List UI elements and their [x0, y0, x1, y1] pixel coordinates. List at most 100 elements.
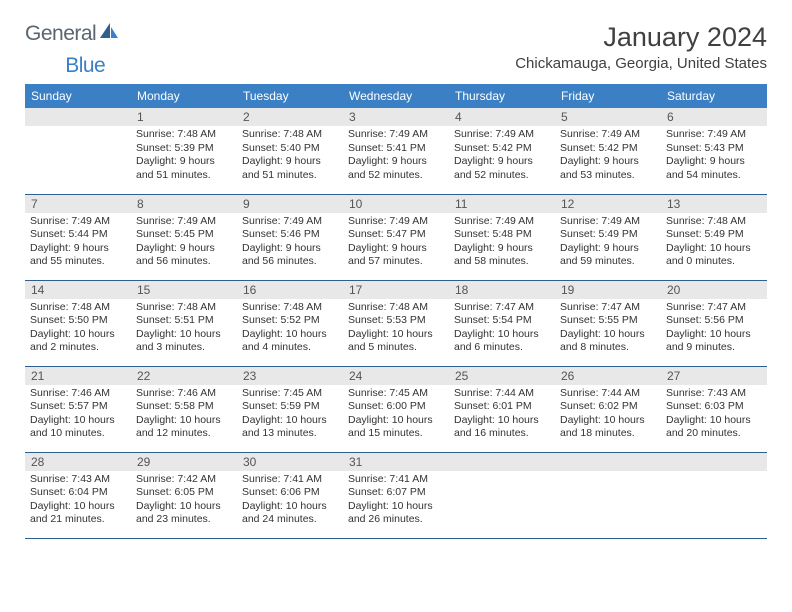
day-detail-line: Sunset: 5:44 PM — [30, 228, 126, 242]
calendar-day-cell: 28Sunrise: 7:43 AMSunset: 6:04 PMDayligh… — [25, 452, 131, 538]
calendar-day-cell: 5Sunrise: 7:49 AMSunset: 5:42 PMDaylight… — [555, 108, 661, 194]
day-detail-line: Sunrise: 7:48 AM — [348, 301, 444, 315]
day-detail-line: Sunset: 5:42 PM — [454, 142, 550, 156]
day-detail-line: Daylight: 10 hours and 10 minutes. — [30, 414, 126, 441]
day-detail-line: Daylight: 10 hours and 0 minutes. — [666, 242, 762, 269]
day-details: Sunrise: 7:47 AMSunset: 5:54 PMDaylight:… — [449, 299, 555, 361]
logo: General — [25, 22, 120, 46]
day-details: Sunrise: 7:49 AMSunset: 5:47 PMDaylight:… — [343, 213, 449, 275]
day-number: 29 — [131, 453, 237, 471]
day-detail-line: Daylight: 9 hours and 53 minutes. — [560, 155, 656, 182]
day-number: 19 — [555, 281, 661, 299]
day-details: Sunrise: 7:48 AMSunset: 5:53 PMDaylight:… — [343, 299, 449, 361]
day-detail-line: Sunrise: 7:47 AM — [454, 301, 550, 315]
day-detail-line: Sunrise: 7:49 AM — [454, 128, 550, 142]
calendar-day-cell: 4Sunrise: 7:49 AMSunset: 5:42 PMDaylight… — [449, 108, 555, 194]
day-detail-line: Sunrise: 7:48 AM — [30, 301, 126, 315]
calendar-day-cell: 19Sunrise: 7:47 AMSunset: 5:55 PMDayligh… — [555, 280, 661, 366]
day-detail-line: Daylight: 10 hours and 13 minutes. — [242, 414, 338, 441]
day-detail-line: Sunset: 5:52 PM — [242, 314, 338, 328]
day-details: Sunrise: 7:43 AMSunset: 6:04 PMDaylight:… — [25, 471, 131, 533]
day-details: Sunrise: 7:49 AMSunset: 5:41 PMDaylight:… — [343, 126, 449, 188]
day-number: 31 — [343, 453, 449, 471]
day-detail-line: Sunrise: 7:44 AM — [560, 387, 656, 401]
day-detail-line: Sunrise: 7:47 AM — [560, 301, 656, 315]
day-detail-line: Sunrise: 7:49 AM — [136, 215, 232, 229]
day-detail-line: Daylight: 10 hours and 20 minutes. — [666, 414, 762, 441]
day-details: Sunrise: 7:49 AMSunset: 5:42 PMDaylight:… — [555, 126, 661, 188]
weekday-header: Tuesday — [237, 84, 343, 108]
day-details: Sunrise: 7:49 AMSunset: 5:49 PMDaylight:… — [555, 213, 661, 275]
day-detail-line: Daylight: 9 hours and 58 minutes. — [454, 242, 550, 269]
weekday-header: Sunday — [25, 84, 131, 108]
day-detail-line: Daylight: 10 hours and 23 minutes. — [136, 500, 232, 527]
calendar-day-cell: 13Sunrise: 7:48 AMSunset: 5:49 PMDayligh… — [661, 194, 767, 280]
day-number — [25, 108, 131, 126]
day-number: 28 — [25, 453, 131, 471]
day-details: Sunrise: 7:49 AMSunset: 5:48 PMDaylight:… — [449, 213, 555, 275]
day-detail-line: Sunset: 6:02 PM — [560, 400, 656, 414]
day-number: 20 — [661, 281, 767, 299]
day-details: Sunrise: 7:48 AMSunset: 5:39 PMDaylight:… — [131, 126, 237, 188]
day-detail-line: Sunset: 6:01 PM — [454, 400, 550, 414]
day-number: 2 — [237, 108, 343, 126]
day-detail-line: Sunrise: 7:43 AM — [30, 473, 126, 487]
calendar-day-cell: 18Sunrise: 7:47 AMSunset: 5:54 PMDayligh… — [449, 280, 555, 366]
calendar-week-row: 28Sunrise: 7:43 AMSunset: 6:04 PMDayligh… — [25, 452, 767, 538]
day-detail-line: Daylight: 10 hours and 16 minutes. — [454, 414, 550, 441]
day-detail-line: Sunrise: 7:48 AM — [242, 128, 338, 142]
day-detail-line: Sunrise: 7:47 AM — [666, 301, 762, 315]
day-details: Sunrise: 7:44 AMSunset: 6:02 PMDaylight:… — [555, 385, 661, 447]
day-detail-line: Sunrise: 7:46 AM — [30, 387, 126, 401]
day-details: Sunrise: 7:45 AMSunset: 5:59 PMDaylight:… — [237, 385, 343, 447]
day-detail-line: Sunrise: 7:49 AM — [560, 215, 656, 229]
day-details: Sunrise: 7:41 AMSunset: 6:07 PMDaylight:… — [343, 471, 449, 533]
day-detail-line: Sunset: 6:03 PM — [666, 400, 762, 414]
day-detail-line: Sunrise: 7:49 AM — [454, 215, 550, 229]
day-details: Sunrise: 7:49 AMSunset: 5:43 PMDaylight:… — [661, 126, 767, 188]
day-details: Sunrise: 7:48 AMSunset: 5:50 PMDaylight:… — [25, 299, 131, 361]
calendar-week-row: 14Sunrise: 7:48 AMSunset: 5:50 PMDayligh… — [25, 280, 767, 366]
day-detail-line: Daylight: 10 hours and 21 minutes. — [30, 500, 126, 527]
day-detail-line: Sunset: 5:43 PM — [666, 142, 762, 156]
day-number — [449, 453, 555, 471]
day-detail-line: Sunrise: 7:49 AM — [348, 215, 444, 229]
day-detail-line: Sunset: 6:05 PM — [136, 486, 232, 500]
day-detail-line: Sunrise: 7:41 AM — [242, 473, 338, 487]
day-detail-line: Sunset: 5:39 PM — [136, 142, 232, 156]
day-detail-line: Daylight: 9 hours and 55 minutes. — [30, 242, 126, 269]
day-number: 9 — [237, 195, 343, 213]
day-detail-line: Sunset: 5:57 PM — [30, 400, 126, 414]
day-detail-line: Sunset: 6:07 PM — [348, 486, 444, 500]
day-detail-line: Sunset: 5:41 PM — [348, 142, 444, 156]
calendar-day-cell: 9Sunrise: 7:49 AMSunset: 5:46 PMDaylight… — [237, 194, 343, 280]
day-detail-line: Sunrise: 7:41 AM — [348, 473, 444, 487]
day-detail-line: Daylight: 10 hours and 26 minutes. — [348, 500, 444, 527]
calendar-day-cell: 25Sunrise: 7:44 AMSunset: 6:01 PMDayligh… — [449, 366, 555, 452]
day-detail-line: Daylight: 9 hours and 54 minutes. — [666, 155, 762, 182]
weekday-header: Monday — [131, 84, 237, 108]
day-details: Sunrise: 7:48 AMSunset: 5:49 PMDaylight:… — [661, 213, 767, 275]
day-detail-line: Daylight: 9 hours and 57 minutes. — [348, 242, 444, 269]
day-detail-line: Sunrise: 7:49 AM — [242, 215, 338, 229]
day-detail-line: Sunrise: 7:44 AM — [454, 387, 550, 401]
day-detail-line: Daylight: 9 hours and 51 minutes. — [242, 155, 338, 182]
day-number: 10 — [343, 195, 449, 213]
day-detail-line: Daylight: 10 hours and 15 minutes. — [348, 414, 444, 441]
day-number: 22 — [131, 367, 237, 385]
day-detail-line: Sunrise: 7:45 AM — [242, 387, 338, 401]
day-detail-line: Daylight: 10 hours and 6 minutes. — [454, 328, 550, 355]
calendar-day-cell: 2Sunrise: 7:48 AMSunset: 5:40 PMDaylight… — [237, 108, 343, 194]
calendar-day-cell: 27Sunrise: 7:43 AMSunset: 6:03 PMDayligh… — [661, 366, 767, 452]
day-detail-line: Sunrise: 7:43 AM — [666, 387, 762, 401]
weekday-header: Thursday — [449, 84, 555, 108]
calendar-day-cell: 17Sunrise: 7:48 AMSunset: 5:53 PMDayligh… — [343, 280, 449, 366]
day-detail-line: Sunrise: 7:49 AM — [560, 128, 656, 142]
day-details: Sunrise: 7:47 AMSunset: 5:55 PMDaylight:… — [555, 299, 661, 361]
weekday-header: Wednesday — [343, 84, 449, 108]
calendar-day-cell — [449, 452, 555, 538]
day-number: 15 — [131, 281, 237, 299]
day-details: Sunrise: 7:48 AMSunset: 5:51 PMDaylight:… — [131, 299, 237, 361]
day-number: 3 — [343, 108, 449, 126]
day-number: 5 — [555, 108, 661, 126]
